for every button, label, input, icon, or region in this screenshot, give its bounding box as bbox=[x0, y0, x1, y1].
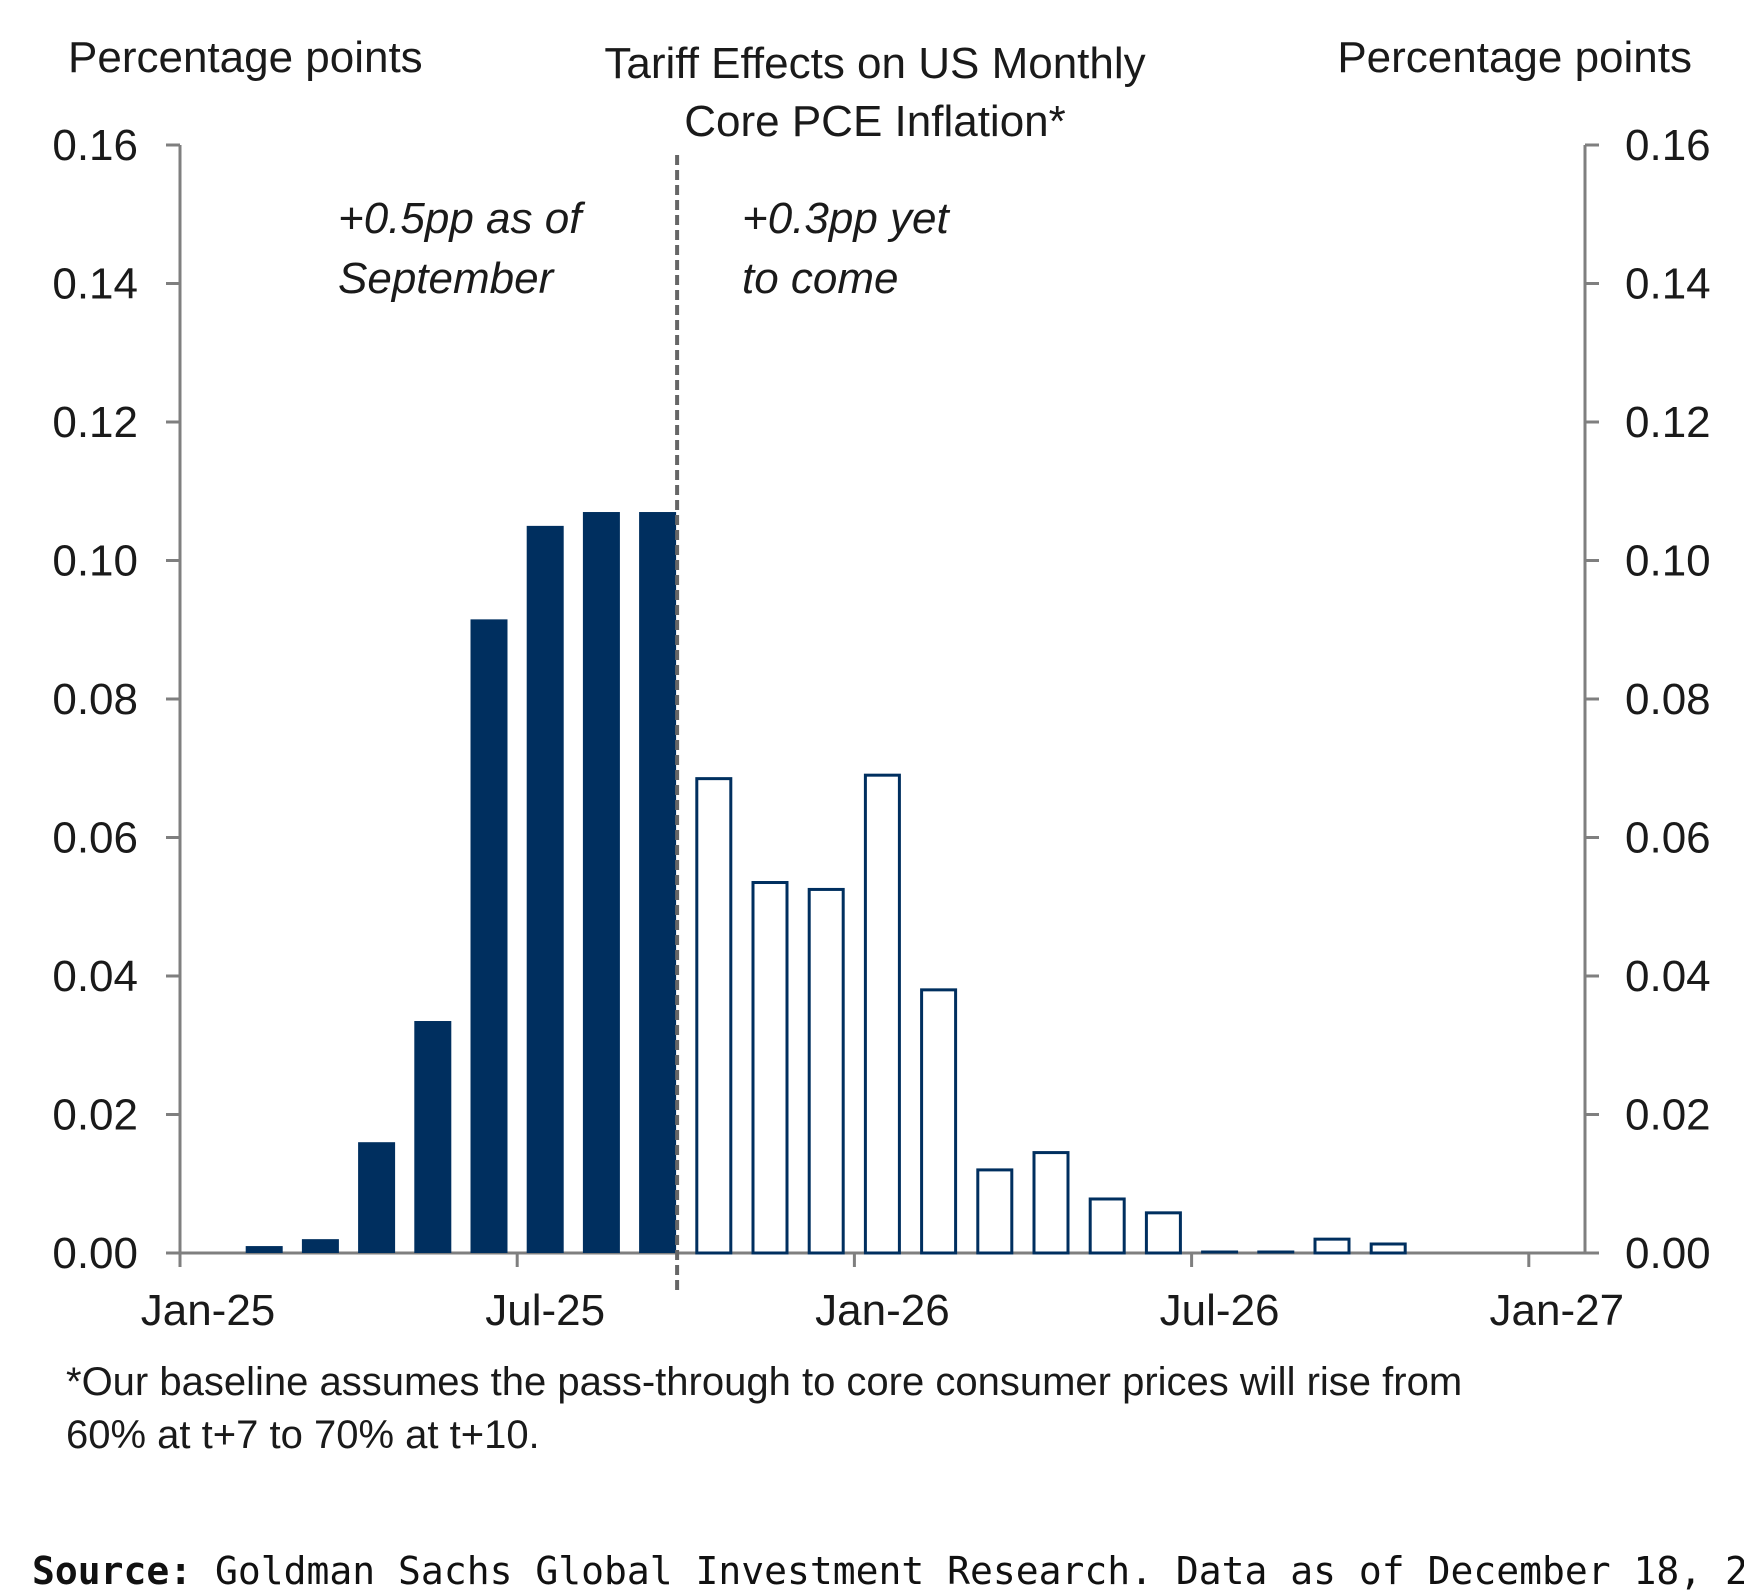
bar-projected bbox=[976, 1168, 1014, 1255]
bar-series bbox=[245, 512, 1407, 1255]
bar-actual bbox=[414, 1021, 452, 1253]
left-y-tick-label: 0.04 bbox=[52, 952, 138, 1001]
annotation-left-line-1: +0.5pp as of bbox=[338, 194, 586, 243]
left-y-tick-label: 0.00 bbox=[52, 1229, 138, 1278]
right-y-axis: 0.00 0.02 0.04 0.06 0.08 0.10 0.12 0.14 0.16 bbox=[1583, 121, 1711, 1278]
left-y-tick-label: 0.06 bbox=[52, 814, 138, 863]
annotation-right-line-1: +0.3pp yet bbox=[742, 194, 950, 243]
chart-title-line-2: Core PCE Inflation* bbox=[684, 97, 1066, 146]
right-y-tick-label: 0.14 bbox=[1625, 260, 1711, 309]
x-tick-label: Jan-27 bbox=[1490, 1286, 1625, 1335]
footnote-line-2: 60% at t+7 to 70% at t+10. bbox=[66, 1413, 540, 1457]
bar-projected bbox=[1313, 1237, 1351, 1255]
right-y-tick-label: 0.08 bbox=[1625, 675, 1711, 724]
right-y-tick-label: 0.16 bbox=[1625, 121, 1711, 170]
right-y-tick-label: 0.12 bbox=[1625, 398, 1711, 447]
bar-projected bbox=[751, 881, 789, 1255]
bar-projected bbox=[1369, 1242, 1407, 1255]
bar-actual bbox=[470, 619, 508, 1253]
bar-projected bbox=[1088, 1197, 1126, 1255]
source-line: Source: Goldman Sachs Global Investment … bbox=[32, 1549, 1744, 1593]
bar-projected bbox=[695, 777, 733, 1255]
right-y-tick-label: 0.10 bbox=[1625, 537, 1711, 586]
bar-actual bbox=[245, 1246, 283, 1253]
annotation-left-line-2: September bbox=[338, 254, 556, 303]
bar-projected bbox=[863, 773, 901, 1255]
bar-projected bbox=[807, 887, 845, 1255]
bar-actual bbox=[526, 525, 564, 1253]
right-y-tick-label: 0.06 bbox=[1625, 814, 1711, 863]
x-axis: Jan-25 Jul-25 Jan-26 Jul-26 Jan-27 bbox=[141, 1251, 1625, 1335]
bar-projected bbox=[920, 988, 958, 1255]
annotation-right-line-2: to come bbox=[742, 254, 899, 303]
right-y-tick-label: 0.00 bbox=[1625, 1229, 1711, 1278]
right-y-tick-label: 0.04 bbox=[1625, 952, 1711, 1001]
bar-projected bbox=[1144, 1211, 1182, 1255]
x-tick-label: Jan-26 bbox=[815, 1286, 950, 1335]
x-tick-label: Jul-25 bbox=[485, 1286, 605, 1335]
left-y-tick-label: 0.16 bbox=[52, 121, 138, 170]
x-tick-label: Jan-25 bbox=[141, 1286, 276, 1335]
chart-title-line-1: Tariff Effects on US Monthly bbox=[604, 39, 1145, 88]
left-axis-label: Percentage points bbox=[68, 33, 423, 82]
right-y-tick-label: 0.02 bbox=[1625, 1091, 1711, 1140]
left-y-tick-label: 0.02 bbox=[52, 1091, 138, 1140]
bar-actual bbox=[358, 1142, 396, 1253]
left-y-tick-label: 0.08 bbox=[52, 675, 138, 724]
x-tick-label: Jul-26 bbox=[1160, 1286, 1280, 1335]
bar-actual bbox=[301, 1239, 339, 1253]
right-axis-label: Percentage points bbox=[1337, 33, 1692, 82]
source-text: Goldman Sachs Global Investment Research… bbox=[192, 1549, 1744, 1593]
bar-actual bbox=[582, 512, 620, 1253]
left-y-tick-label: 0.12 bbox=[52, 398, 138, 447]
left-y-axis: 0.00 0.02 0.04 0.06 0.08 0.10 0.12 0.14 0.16 bbox=[52, 121, 182, 1278]
left-y-tick-label: 0.14 bbox=[52, 260, 138, 309]
bar-projected bbox=[1032, 1151, 1070, 1255]
bar-actual bbox=[639, 512, 677, 1253]
left-y-tick-label: 0.10 bbox=[52, 537, 138, 586]
source-label: Source: bbox=[32, 1549, 192, 1593]
footnote-line-1: *Our baseline assumes the pass-through t… bbox=[66, 1360, 1462, 1404]
